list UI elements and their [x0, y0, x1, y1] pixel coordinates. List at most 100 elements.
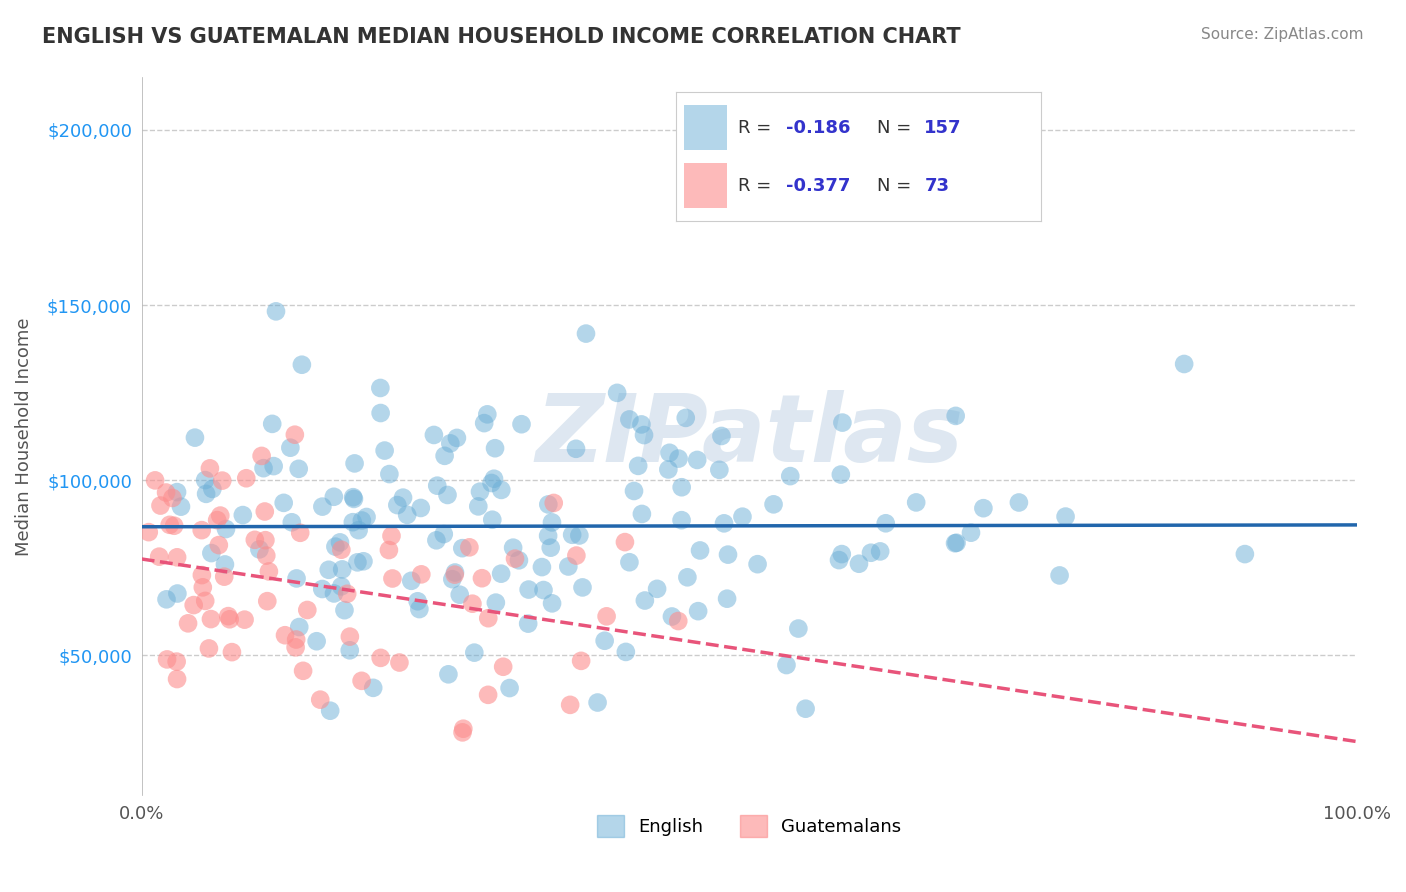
English — [645, 582, 668, 596]
English — [323, 586, 346, 600]
Guatemalans — [156, 652, 179, 666]
English — [353, 554, 375, 568]
Guatemalans — [190, 523, 212, 537]
Guatemalans — [149, 499, 172, 513]
English — [747, 557, 769, 571]
English — [449, 588, 471, 602]
Guatemalans — [138, 525, 160, 540]
English — [232, 508, 254, 522]
English — [586, 696, 609, 710]
Guatemalans — [503, 551, 526, 566]
English — [247, 542, 270, 557]
English — [634, 593, 657, 607]
English — [571, 581, 593, 595]
English — [530, 560, 553, 574]
English — [472, 416, 495, 430]
Guatemalans — [257, 565, 280, 579]
English — [498, 681, 520, 695]
English — [869, 544, 891, 558]
English — [540, 541, 562, 555]
English — [396, 508, 419, 522]
Guatemalans — [200, 612, 222, 626]
Guatemalans — [256, 594, 278, 608]
English — [689, 543, 711, 558]
Guatemalans — [212, 569, 235, 583]
English — [433, 449, 456, 463]
English — [686, 453, 709, 467]
English — [387, 498, 409, 512]
Guatemalans — [191, 568, 214, 582]
Guatemalans — [309, 692, 332, 706]
English — [709, 463, 731, 477]
English — [329, 535, 352, 549]
English — [568, 528, 591, 542]
English — [508, 553, 530, 567]
Guatemalans — [198, 641, 221, 656]
English — [252, 461, 274, 475]
English — [859, 546, 882, 560]
English — [433, 527, 456, 541]
English — [541, 596, 564, 610]
English — [627, 458, 650, 473]
Guatemalans — [218, 612, 240, 626]
Guatemalans — [194, 594, 217, 608]
English — [343, 491, 366, 506]
English — [657, 462, 679, 476]
English — [1049, 568, 1071, 582]
Text: ENGLISH VS GUATEMALAN MEDIAN HOUSEHOLD INCOME CORRELATION CHART: ENGLISH VS GUATEMALAN MEDIAN HOUSEHOLD I… — [42, 27, 960, 46]
English — [406, 594, 429, 608]
English — [630, 417, 652, 432]
English — [731, 509, 754, 524]
English — [408, 602, 430, 616]
English — [291, 358, 314, 372]
English — [676, 570, 699, 584]
English — [1008, 495, 1031, 509]
English — [565, 442, 588, 456]
English — [671, 480, 693, 494]
English — [1233, 547, 1256, 561]
English — [575, 326, 598, 341]
Guatemalans — [477, 611, 499, 625]
Guatemalans — [155, 485, 177, 500]
English — [342, 515, 364, 529]
English — [262, 417, 284, 431]
English — [1173, 357, 1195, 371]
English — [343, 457, 366, 471]
English — [330, 562, 353, 576]
English — [794, 702, 817, 716]
English — [945, 535, 967, 549]
English — [533, 582, 555, 597]
English — [392, 491, 415, 505]
Guatemalans — [254, 533, 277, 548]
English — [441, 572, 464, 586]
English — [537, 529, 560, 543]
English — [481, 513, 503, 527]
Guatemalans — [297, 603, 319, 617]
English — [713, 516, 735, 531]
English — [451, 541, 474, 556]
English — [593, 633, 616, 648]
Guatemalans — [378, 543, 401, 558]
English — [342, 490, 364, 504]
English — [184, 431, 207, 445]
English — [370, 381, 392, 395]
English — [347, 523, 370, 537]
English — [166, 586, 188, 600]
Guatemalans — [471, 571, 494, 585]
English — [463, 646, 485, 660]
English — [688, 604, 710, 618]
English — [195, 487, 218, 501]
English — [489, 566, 512, 581]
Guatemalans — [253, 504, 276, 518]
Guatemalans — [569, 654, 592, 668]
English — [280, 441, 302, 455]
English — [875, 516, 897, 531]
English — [561, 528, 583, 542]
English — [668, 451, 690, 466]
English — [273, 496, 295, 510]
English — [831, 416, 853, 430]
English — [502, 541, 524, 555]
English — [716, 591, 738, 606]
Guatemalans — [613, 535, 636, 549]
Guatemalans — [209, 508, 232, 523]
